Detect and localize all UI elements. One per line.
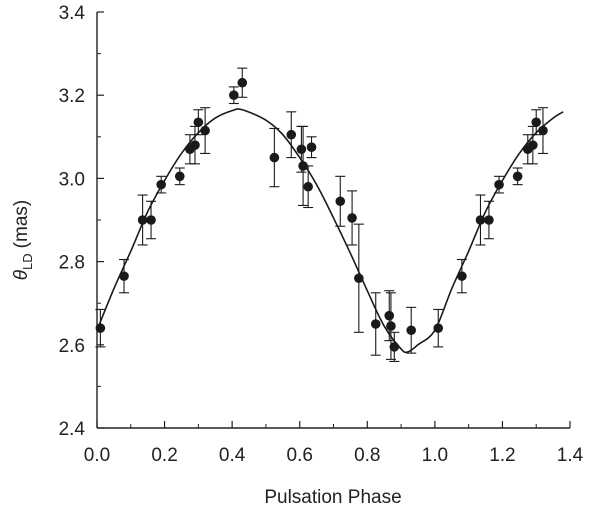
x-tick-label: 1.2 [489, 445, 515, 466]
data-point [354, 273, 364, 284]
data-point [193, 117, 204, 128]
x-tick-label: 0.6 [287, 445, 313, 466]
axes [96, 12, 570, 429]
data-points [95, 77, 548, 352]
tick-labels: 0.0 0.2 0.4 0.6 0.8 1.0 1.2 1.4 2.4 2.6 2.8 3.0 3.2 3… [59, 3, 584, 466]
y-axis-subscript: LD [20, 253, 35, 270]
x-tick-label: 0.2 [151, 445, 177, 466]
x-tick-label: 0.0 [84, 445, 110, 466]
axis-ticks [96, 11, 571, 429]
data-point [386, 321, 396, 331]
data-point [531, 117, 542, 128]
data-point [119, 271, 129, 281]
data-point [512, 171, 523, 182]
data-point [296, 144, 307, 155]
data-point [286, 129, 297, 140]
data-point [433, 323, 444, 333]
data-point [174, 171, 185, 182]
x-axis-title: Pulsation Phase [264, 487, 401, 508]
data-point [269, 152, 280, 163]
y-axis-unit: (mas) [11, 200, 32, 249]
data-point [406, 325, 417, 336]
data-point [475, 215, 486, 225]
data-point [389, 342, 400, 352]
data-point [494, 179, 504, 190]
y-tick-label: 2.4 [59, 419, 86, 440]
y-tick-label: 2.6 [59, 336, 85, 357]
data-point [298, 161, 308, 171]
error-bars [95, 67, 548, 362]
x-tick-label: 1.4 [557, 445, 584, 466]
data-point [538, 125, 548, 136]
data-point [457, 271, 467, 281]
y-tick-label: 2.8 [59, 253, 85, 274]
data-point [229, 90, 239, 100]
data-point [190, 140, 200, 150]
data-point [146, 215, 156, 225]
fit-curve [96, 108, 564, 354]
data-point [370, 319, 381, 329]
data-point [306, 142, 317, 152]
data-point [528, 140, 538, 150]
data-point [335, 196, 346, 207]
y-tick-label: 3.0 [59, 169, 85, 190]
y-tick-label: 3.4 [59, 3, 86, 24]
data-point [200, 125, 210, 136]
data-point [347, 213, 357, 223]
data-point [156, 179, 166, 190]
y-tick-label: 3.2 [59, 86, 85, 107]
data-point [237, 77, 248, 88]
data-point [137, 215, 148, 225]
y-axis-symbol: θ [11, 269, 32, 280]
x-tick-label: 1.0 [422, 445, 448, 466]
data-point [303, 181, 313, 192]
data-point [384, 310, 395, 321]
data-point [484, 215, 494, 225]
data-point [95, 323, 106, 333]
x-tick-label: 0.8 [354, 445, 380, 466]
y-axis-title: θLD (mas) [11, 200, 35, 281]
x-tick-label: 0.4 [219, 445, 246, 466]
